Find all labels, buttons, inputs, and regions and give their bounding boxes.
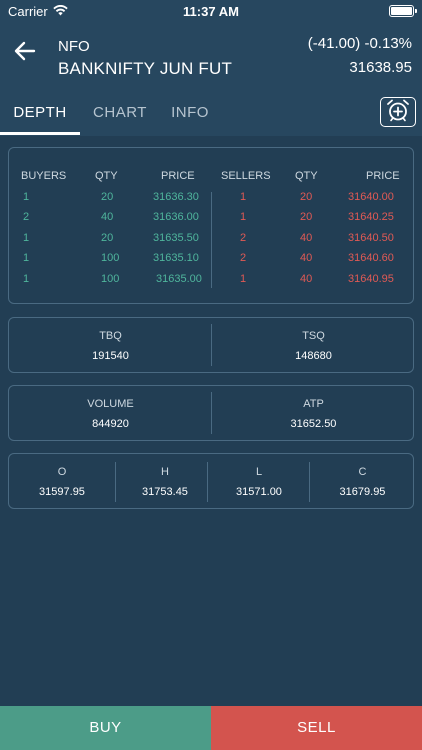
- tab-depth[interactable]: DEPTH: [13, 104, 67, 121]
- table-row-sellers: 1: [240, 211, 247, 223]
- low-label: L: [255, 466, 263, 478]
- table-row-sell-price: 31640.60: [348, 252, 394, 264]
- symbol-name: BANKNIFTY JUN FUT: [58, 59, 233, 78]
- status-bar: Carrier 11:37 AM: [0, 0, 422, 22]
- card-divider: [211, 324, 212, 366]
- table-row-buy-qty: 100: [101, 252, 120, 264]
- tab-chart[interactable]: CHART: [93, 104, 147, 121]
- table-row-buy-qty: 100: [101, 273, 120, 285]
- table-row-sellers: 2: [240, 232, 247, 244]
- table-row-sell-price: 31640.25: [348, 211, 394, 223]
- instrument-header: NFO BANKNIFTY JUN FUT (-41.00) -0.13% 31…: [0, 22, 422, 92]
- table-row-sell-qty: 40: [300, 252, 313, 264]
- table-row-buy-price: 31635.00: [156, 273, 202, 285]
- table-row-buy-price: 31636.00: [153, 211, 199, 223]
- header-buy-qty: QTY: [95, 170, 118, 182]
- table-row-sell-price: 31640.00: [348, 191, 394, 203]
- card-divider: [309, 462, 310, 502]
- add-alert-button[interactable]: [380, 97, 416, 127]
- price-change: (-41.00) -0.13%: [307, 35, 412, 52]
- table-row-buy-qty: 40: [101, 211, 114, 223]
- battery-icon: [389, 5, 417, 17]
- table-row-buyers: 1: [23, 252, 30, 264]
- atp-label: ATP: [303, 398, 324, 410]
- atp-value: 31652.50: [290, 418, 337, 430]
- volume-card: VOLUME 844920 ATP 31652.50: [8, 385, 414, 441]
- header-buyers: BUYERS: [21, 170, 67, 182]
- high-value: 31753.45: [142, 486, 188, 498]
- ohlc-card: O 31597.95 H 31753.45 L 31571.00 C 31679…: [8, 453, 414, 509]
- low-value: 31571.00: [236, 486, 282, 498]
- table-row-buyers: 1: [23, 191, 30, 203]
- table-row-sell-qty: 20: [300, 211, 313, 223]
- header-buy-price: PRICE: [161, 170, 195, 182]
- table-row-buy-price: 31635.10: [153, 252, 199, 264]
- table-row-buy-price: 31636.30: [153, 191, 199, 203]
- exchange-label: NFO: [58, 38, 90, 55]
- card-divider: [207, 462, 208, 502]
- buy-button[interactable]: BUY: [0, 706, 211, 750]
- card-divider: [211, 392, 212, 434]
- table-row-buy-price: 31635.50: [153, 232, 199, 244]
- header-sell-price: PRICE: [366, 170, 400, 182]
- header-sellers: SELLERS: [221, 170, 271, 182]
- header-sell-qty: QTY: [295, 170, 318, 182]
- table-row-buy-qty: 20: [101, 191, 114, 203]
- high-label: H: [161, 466, 169, 478]
- close-value: 31679.95: [339, 486, 386, 498]
- close-label: C: [358, 466, 367, 478]
- card-divider: [115, 462, 116, 502]
- sell-button[interactable]: SELL: [211, 706, 422, 750]
- table-row-sellers: 1: [240, 273, 247, 285]
- carrier-label: Carrier: [8, 3, 48, 19]
- table-row-sell-qty: 40: [300, 273, 313, 285]
- open-value: 31597.95: [39, 486, 85, 498]
- total-quantity-card: TBQ 191540 TSQ 148680: [8, 317, 414, 373]
- market-depth-table: BUYERS QTY PRICE SELLERS QTY PRICE 1 20 …: [8, 147, 414, 304]
- depth-content: BUYERS QTY PRICE SELLERS QTY PRICE 1 20 …: [0, 136, 422, 706]
- table-row-sellers: 2: [240, 252, 247, 264]
- tsq-label: TSQ: [302, 330, 325, 342]
- last-traded-price: 31638.95: [349, 59, 412, 76]
- tab-bar: DEPTH CHART INFO: [0, 92, 422, 136]
- table-row-sell-price: 31640.95: [348, 273, 394, 285]
- table-row-sellers: 1: [240, 191, 247, 203]
- table-row-buyers: 1: [23, 273, 30, 285]
- volume-label: VOLUME: [87, 398, 134, 410]
- table-row-sell-qty: 40: [300, 232, 313, 244]
- table-row-buyers: 1: [23, 232, 30, 244]
- table-row-sell-price: 31640.50: [348, 232, 394, 244]
- wifi-icon: [53, 4, 68, 19]
- table-row-buy-qty: 20: [101, 232, 114, 244]
- open-label: O: [57, 466, 67, 478]
- table-row-sell-qty: 20: [300, 191, 313, 203]
- depth-divider: [211, 192, 212, 288]
- tbq-label: TBQ: [99, 330, 122, 342]
- active-tab-indicator: [0, 132, 80, 135]
- alarm-clock-add-icon: [385, 98, 411, 127]
- volume-value: 844920: [92, 418, 129, 430]
- table-row-buyers: 2: [23, 211, 30, 223]
- back-arrow-icon[interactable]: [12, 38, 38, 64]
- tab-info[interactable]: INFO: [171, 104, 209, 121]
- tsq-value: 148680: [295, 350, 332, 362]
- tbq-value: 191540: [92, 350, 129, 362]
